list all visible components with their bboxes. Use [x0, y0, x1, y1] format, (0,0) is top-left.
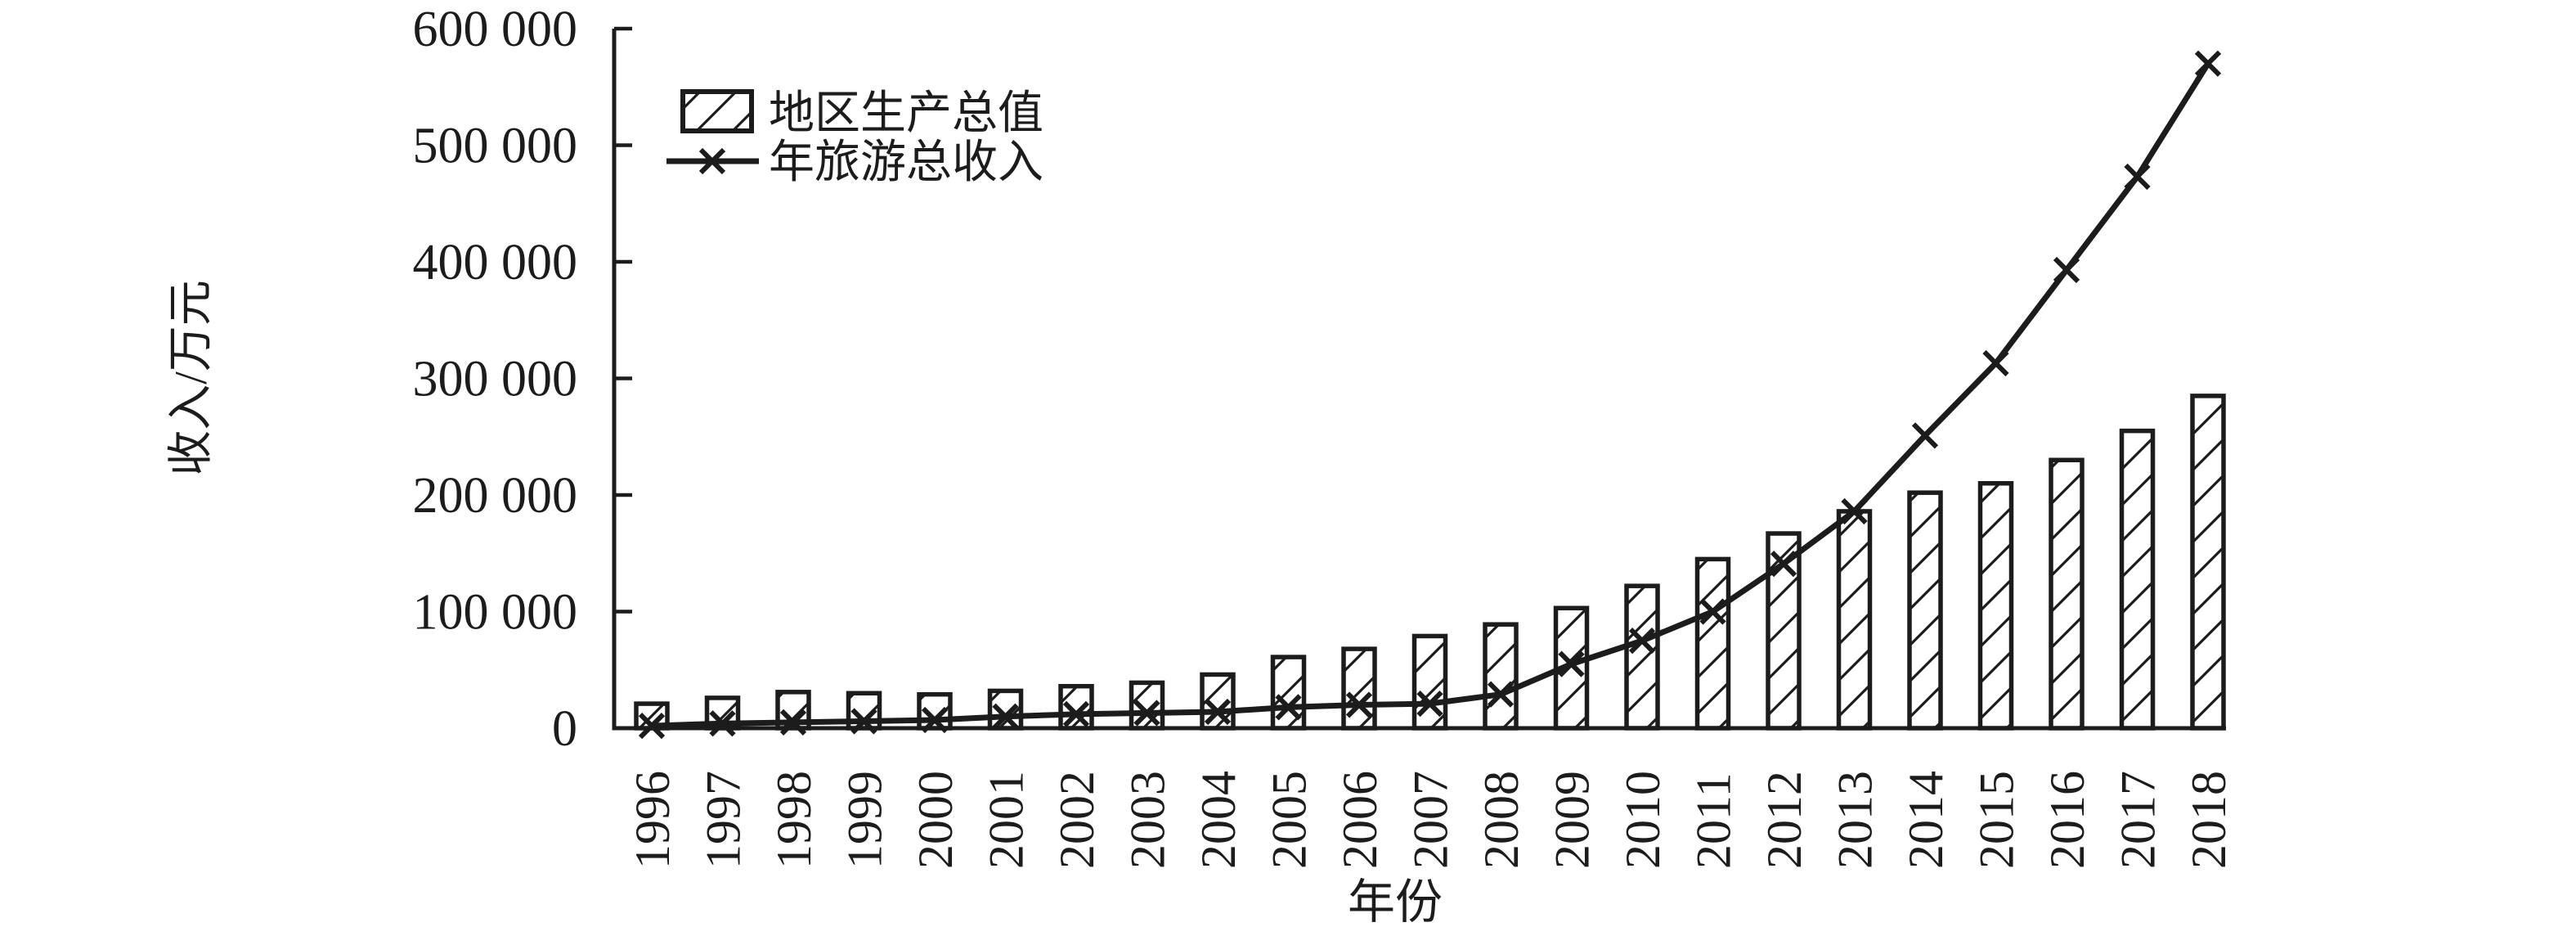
line-marker-2004	[1204, 698, 1232, 726]
x-tick-label-2000: 2000	[909, 771, 963, 869]
x-tick-label-2003: 2003	[1121, 771, 1175, 869]
line-marker-2001	[992, 703, 1019, 730]
x-tick-label-2017: 2017	[2112, 771, 2165, 869]
line-marker-2017	[2124, 163, 2151, 191]
x-tick-label-1999: 1999	[838, 771, 892, 869]
legend: 地区生产总值 年旅游总收入	[666, 88, 1043, 188]
x-tick-label-2005: 2005	[1263, 771, 1317, 869]
line-marker-2016	[2053, 256, 2080, 284]
x-axis-title: 年份	[1348, 875, 1443, 929]
line-marker-2003	[1133, 700, 1160, 727]
line-marker-2002	[1062, 700, 1090, 728]
bar-2012	[1766, 531, 1802, 731]
x-tick-label-2009: 2009	[1546, 771, 1600, 869]
x-tick-label-2002: 2002	[1050, 771, 1104, 869]
line-marker-2010	[1628, 628, 1656, 655]
bar-2008	[1483, 622, 1519, 731]
y-tick-label: 400 000	[413, 235, 578, 290]
legend-bar-swatch	[680, 89, 754, 133]
line-series	[638, 50, 2222, 740]
x-tick-label-2001: 2001	[980, 771, 1034, 869]
line-marker-2015	[1982, 349, 2009, 377]
x-tick-label-2014: 2014	[1899, 771, 1953, 869]
line-marker-2000	[921, 706, 949, 734]
y-tick-label: 500 000	[413, 119, 578, 174]
axes: 0 100 000 200 000 300 000 400 000 500 000 600 …	[413, 2, 2237, 869]
x-tick-label-2018: 2018	[2182, 771, 2236, 869]
bar-2010	[1624, 583, 1660, 731]
x-tick-label-2013: 2013	[1829, 771, 1883, 869]
legend-x-marker-icon	[698, 147, 726, 175]
x-tick-label-1998: 1998	[767, 771, 821, 869]
bar-2016	[2049, 457, 2085, 731]
bar-series	[634, 394, 2226, 731]
y-tick-label: 100 000	[413, 585, 578, 641]
line-marker-1996	[638, 713, 666, 740]
bar-2015	[1977, 481, 2014, 731]
bar-2014	[1907, 490, 1943, 731]
bar-2017	[2119, 428, 2156, 731]
line-marker-2013	[1841, 497, 1868, 525]
bar-2011	[1694, 556, 1731, 731]
y-tick-label: 600 000	[413, 2, 578, 57]
line-marker-2011	[1699, 598, 1726, 625]
line-marker-2009	[1558, 650, 1585, 677]
x-tick-label-2015: 2015	[1970, 771, 2024, 869]
x-tick-label-2007: 2007	[1404, 771, 1458, 869]
line-marker-2005	[1275, 694, 1302, 721]
y-tick-label: 300 000	[413, 352, 578, 407]
line-marker-2018	[2194, 50, 2222, 77]
line-marker-2008	[1487, 681, 1515, 708]
line-marker-1997	[709, 710, 736, 737]
bar-2001	[987, 688, 1024, 731]
x-tick-label-2012: 2012	[1757, 771, 1811, 869]
x-tick-label-2006: 2006	[1333, 771, 1387, 869]
bar-2018	[2190, 394, 2226, 731]
x-tick-label-2008: 2008	[1474, 771, 1528, 869]
x-tick-label-2016: 2016	[2040, 771, 2094, 869]
x-tick-label-2011: 2011	[1687, 772, 1741, 869]
x-tick-label-1996: 1996	[626, 771, 680, 869]
y-tick-label: 0	[552, 701, 577, 757]
y-axis-title: 收入/万元	[166, 280, 217, 476]
legend-label-tourism-income: 年旅游总收入	[769, 137, 1043, 188]
line-marker-1999	[850, 708, 877, 735]
legend-label-regional-gdp: 地区生产总值	[769, 88, 1043, 139]
bar-2013	[1836, 509, 1873, 731]
y-tick-label: 200 000	[413, 468, 578, 524]
line-marker-1998	[779, 709, 807, 736]
line-marker-2012	[1770, 550, 1797, 578]
x-tick-label-2010: 2010	[1616, 771, 1670, 869]
x-tick-label-2004: 2004	[1192, 771, 1245, 869]
line-marker-2006	[1345, 691, 1373, 718]
line-marker-2007	[1416, 690, 1443, 718]
x-tick-label-1997: 1997	[697, 771, 751, 869]
line-marker-2014	[1911, 422, 1939, 449]
